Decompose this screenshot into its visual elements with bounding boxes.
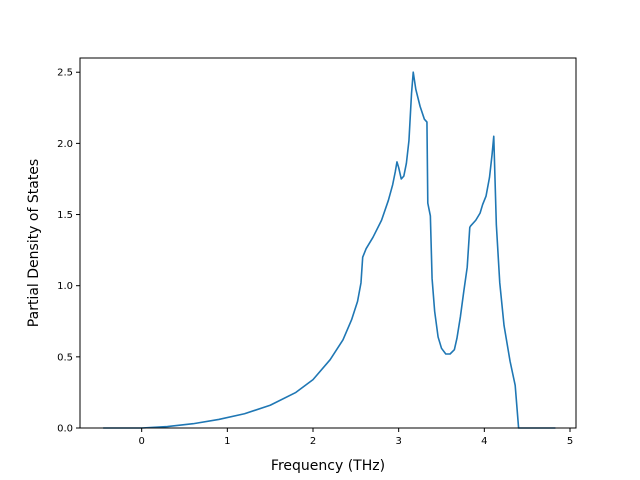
y-tick-label: 2.5 [57, 68, 73, 79]
y-tick-label: 1.0 [57, 281, 73, 292]
x-tick-label: 1 [224, 436, 230, 447]
series-layer [103, 71, 556, 429]
x-axis-title: Frequency (THz) [271, 458, 385, 474]
x-axis: 0 1 2 3 4 5 [138, 428, 573, 447]
y-axis: 0.0 0.5 1.0 1.5 2.0 2.5 [57, 68, 80, 435]
y-tick-label: 0.0 [57, 424, 73, 435]
x-tick-label: 0 [138, 436, 144, 447]
y-tick-label: 1.5 [57, 210, 73, 221]
x-tick-label: 5 [567, 436, 573, 447]
x-tick-label: 4 [481, 436, 487, 447]
x-tick-label: 2 [310, 436, 316, 447]
x-tick-label: 3 [395, 436, 401, 447]
plot-area [80, 58, 576, 428]
axes-frame [79, 57, 577, 429]
series-line-0 [103, 71, 556, 429]
y-tick-label: 0.5 [57, 352, 73, 363]
y-axis-title: Partial Density of States [26, 159, 42, 327]
y-tick-label: 2.0 [57, 139, 73, 150]
